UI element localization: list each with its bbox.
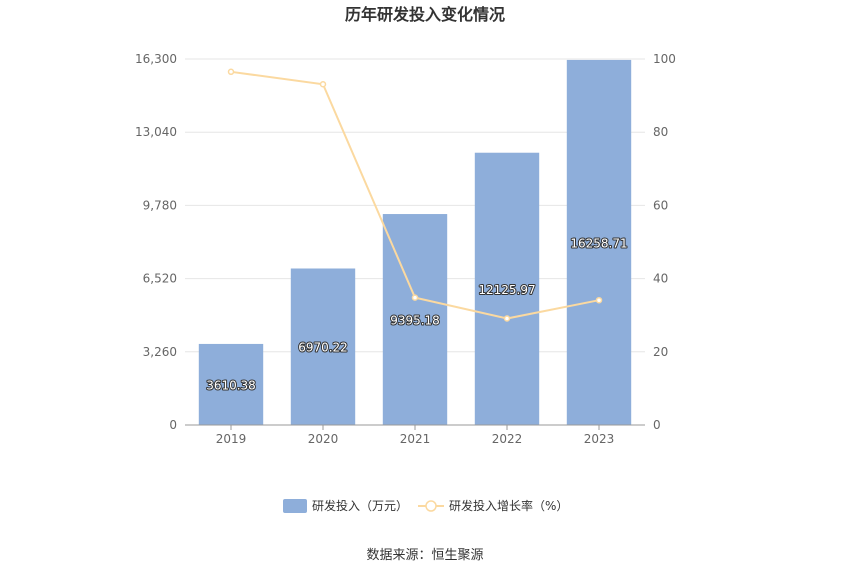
bar [474, 152, 540, 425]
left-axis: 0 3,260 6,520 9,780 13,040 16,300 [135, 52, 177, 432]
bar-data-label: 9395.18 [390, 314, 440, 328]
growth-rate-point [595, 296, 603, 304]
growth-rate-point [411, 294, 419, 301]
right-axis-tick-label: 100 [653, 52, 676, 66]
legend-bar-swatch[interactable] [283, 499, 307, 513]
left-axis-tick-label: 3,260 [143, 345, 177, 359]
bar [566, 59, 632, 425]
legend: 研发投入（万元） 研发投入增长率（%） [283, 498, 568, 513]
left-axis-tick-label: 0 [169, 418, 177, 432]
right-axis-tick-label: 60 [653, 198, 668, 212]
bar-series [198, 59, 632, 425]
x-axis-tick-label: 2019 [216, 432, 247, 446]
right-axis: 0 20 40 60 80 100 [653, 52, 676, 432]
left-axis-tick-label: 9,780 [143, 198, 177, 212]
chart-title: 历年研发投入变化情况 [345, 5, 505, 24]
x-axis-tick-label: 2020 [308, 432, 339, 446]
bar [290, 268, 356, 425]
legend-line-label[interactable]: 研发投入增长率（%） [449, 498, 568, 513]
growth-rate-point [227, 68, 235, 76]
bar-data-label: 16258.71 [570, 236, 627, 250]
bar-data-label: 3610.38 [206, 378, 256, 392]
legend-bar-label[interactable]: 研发投入（万元） [312, 498, 408, 513]
growth-rate-point [503, 315, 511, 322]
x-axis: 2019 2020 2021 2022 2023 [185, 424, 645, 446]
x-axis-tick-label: 2022 [492, 432, 523, 446]
left-axis-tick-label: 6,520 [143, 272, 177, 286]
growth-rate-point [319, 81, 327, 88]
legend-line-marker[interactable] [425, 500, 437, 512]
x-axis-tick-label: 2023 [584, 432, 615, 446]
bar-data-label: 6970.22 [298, 341, 348, 355]
left-axis-tick-label: 16,300 [135, 52, 177, 66]
bar [198, 343, 264, 425]
right-axis-tick-label: 40 [653, 272, 668, 286]
right-axis-tick-label: 20 [653, 345, 668, 359]
left-axis-tick-label: 13,040 [135, 125, 177, 139]
line-series [227, 68, 603, 322]
bar-labels: 3610.38 6970.22 9395.18 12125.97 16258.71 [205, 235, 628, 393]
right-axis-tick-label: 0 [653, 418, 661, 432]
right-axis-tick-label: 80 [653, 125, 668, 139]
x-axis-tick-label: 2021 [400, 432, 431, 446]
bar-data-label: 12125.97 [478, 283, 535, 297]
data-source: 数据来源：恒生聚源 [366, 548, 483, 563]
